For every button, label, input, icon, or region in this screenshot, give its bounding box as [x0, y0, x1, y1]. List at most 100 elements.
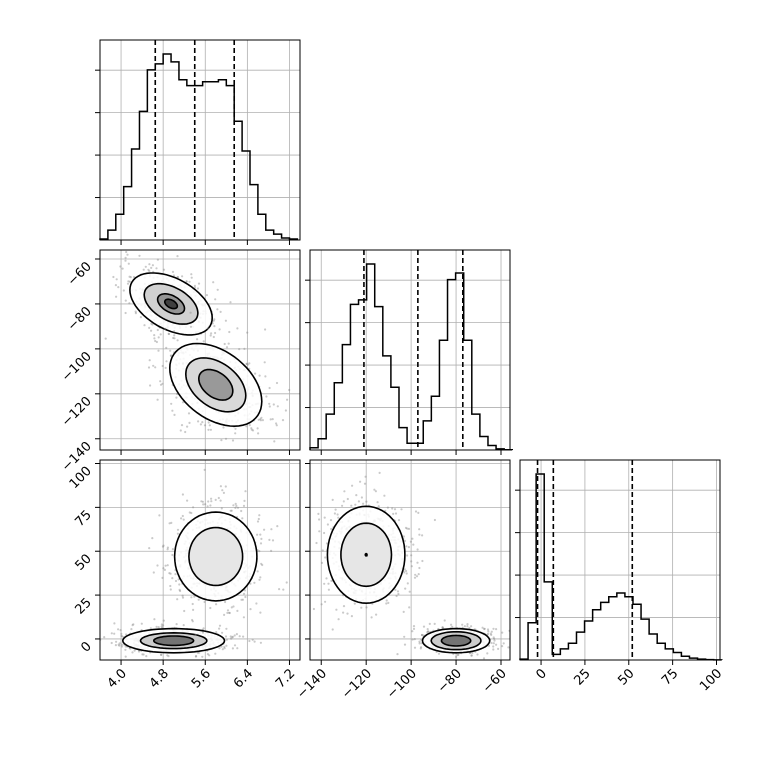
scatter-point — [149, 627, 152, 630]
scatter-point — [170, 354, 173, 357]
scatter-point — [188, 421, 191, 424]
y-tick-label: −100 — [59, 349, 95, 385]
scatter-point — [487, 644, 490, 647]
scatter-point — [236, 647, 239, 650]
scatter-point — [181, 493, 184, 496]
scatter-point — [326, 523, 329, 526]
scatter-point — [172, 336, 175, 340]
scatter-point — [229, 509, 232, 512]
scatter-point — [385, 602, 388, 605]
scatter-point — [275, 422, 278, 425]
scatter-point — [193, 284, 196, 287]
y-tick-label: −60 — [65, 259, 95, 289]
scatter-point — [270, 528, 273, 531]
scatter-point — [153, 618, 156, 621]
scatter-point — [233, 634, 236, 637]
scatter-point — [373, 488, 376, 491]
scatter-point — [411, 638, 414, 641]
scatter-point — [189, 311, 192, 314]
scatter-point — [160, 653, 163, 657]
scatter-point — [230, 509, 233, 512]
scatter-point — [258, 578, 261, 581]
scatter-point — [204, 503, 207, 506]
density-shade — [188, 527, 243, 586]
scatter-point — [164, 327, 167, 330]
scatter-point — [418, 642, 421, 645]
scatter-point — [164, 564, 167, 567]
scatter-point — [246, 363, 249, 366]
scatter-point — [377, 505, 380, 508]
scatter-point — [318, 518, 321, 521]
scatter-point — [162, 544, 165, 547]
scatter-point — [312, 607, 315, 611]
scatter-point — [154, 339, 157, 343]
scatter-point — [433, 518, 436, 522]
scatter-point — [394, 588, 397, 592]
density-shade — [198, 369, 233, 401]
grid — [310, 250, 510, 450]
scatter-point — [167, 655, 170, 658]
y-tick-label: 25 — [73, 595, 95, 617]
scatter-point — [404, 587, 407, 590]
scatter-point — [481, 626, 484, 629]
scatter-point — [416, 561, 419, 564]
scatter-point — [216, 288, 219, 291]
scatter-point — [466, 623, 469, 626]
scatter-point — [117, 628, 120, 631]
density-contour — [143, 282, 199, 325]
scatter-point — [160, 625, 163, 628]
scatter-point — [243, 347, 246, 350]
scatter-point — [224, 600, 227, 604]
scatter-point — [412, 543, 415, 546]
scatter-point — [275, 424, 278, 427]
scatter-point — [192, 608, 195, 612]
axes-frame — [309, 249, 511, 451]
scatter-point — [238, 348, 241, 351]
scatter-point — [403, 643, 407, 646]
scatter-point — [223, 645, 226, 649]
scatter-point — [490, 630, 493, 633]
scatter-point — [151, 323, 154, 326]
scatter-point — [197, 420, 200, 423]
scatter-point — [142, 653, 145, 656]
scatter-point — [170, 521, 173, 525]
scatter-point — [176, 255, 179, 258]
scatter-point — [115, 278, 118, 281]
scatter-point — [331, 628, 334, 631]
scatter-point — [357, 500, 360, 503]
scatter-point — [360, 606, 363, 609]
scatter-point — [453, 661, 455, 663]
scatter-point — [197, 598, 200, 601]
scatter-point — [331, 498, 334, 501]
scatter-point — [138, 254, 141, 257]
scatter-point — [323, 531, 326, 535]
scatter-point — [181, 596, 185, 599]
scatter-point — [391, 507, 394, 510]
scatter-point — [232, 605, 235, 608]
scatter-point — [210, 497, 213, 500]
density-contour — [188, 526, 244, 587]
scatter-point — [249, 608, 252, 611]
scatter-point — [354, 503, 357, 506]
scatter-point — [127, 262, 130, 265]
scatter-point — [124, 311, 127, 315]
scatter-point — [275, 381, 279, 385]
scatter-point — [141, 653, 144, 656]
scatter-point — [178, 588, 181, 592]
scatter-point — [228, 611, 231, 615]
scatter-point — [163, 568, 166, 572]
scatter-point — [156, 564, 159, 567]
scatter-point — [188, 280, 191, 283]
scatter-point — [148, 547, 151, 550]
scatter-point — [208, 654, 211, 657]
scatter-point — [405, 572, 408, 575]
scatter-point — [273, 440, 276, 443]
scatter-point — [411, 537, 414, 540]
x-tick-label: 75 — [659, 666, 681, 688]
scatter-point — [212, 281, 215, 284]
scatter-point — [261, 419, 264, 422]
scatter-point — [214, 298, 217, 301]
scatter-point — [212, 319, 215, 322]
scatter-point — [408, 590, 411, 593]
scatter-point — [242, 635, 245, 638]
